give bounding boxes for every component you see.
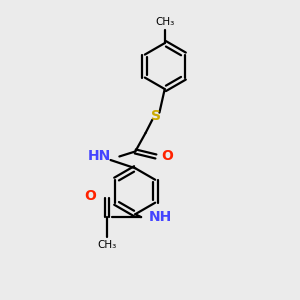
- Text: HN: HN: [88, 149, 111, 164]
- Text: O: O: [84, 189, 96, 203]
- Text: CH₃: CH₃: [98, 240, 117, 250]
- Text: S: S: [151, 109, 161, 123]
- Text: O: O: [161, 149, 173, 164]
- Text: CH₃: CH₃: [155, 17, 174, 27]
- Text: NH: NH: [148, 210, 172, 224]
